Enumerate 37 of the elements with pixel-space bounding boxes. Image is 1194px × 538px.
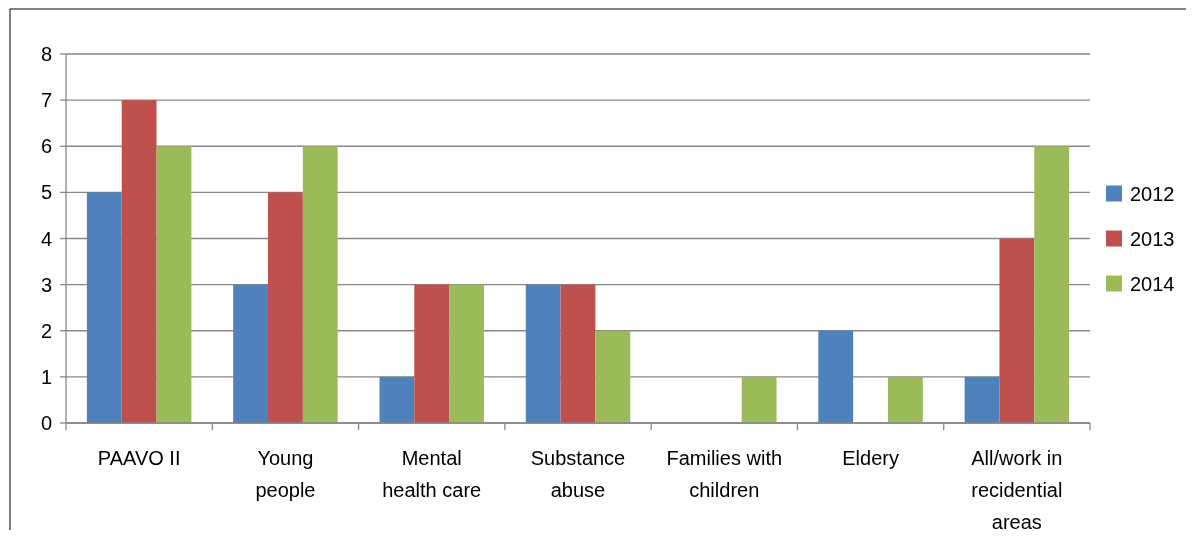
bar [525,284,561,423]
bar [156,146,192,423]
x-tick-label: Families with children [666,447,783,501]
y-tick-label: 1 [40,365,52,388]
y-tick-label: 2 [40,319,52,342]
bar [268,192,303,423]
bar [121,100,157,423]
bar [233,284,269,423]
y-tick-label: 3 [40,273,52,296]
bar [414,284,450,423]
y-tick-label: 6 [40,135,52,158]
y-tick-label: 7 [40,89,52,112]
x-tick-label: Young people [255,447,316,501]
legend-label: 2014 [1130,272,1175,295]
bar [887,376,923,423]
bar [379,376,415,423]
bar [560,284,596,423]
y-tick-label: 0 [40,412,52,434]
x-tick-label: Eldery [842,447,899,469]
y-tick-label: 5 [40,181,52,204]
bar [86,192,122,423]
bar [1034,146,1070,423]
bar [741,376,777,423]
x-tick-label: Substance abuse [530,447,626,501]
legend-label: 2013 [1130,227,1175,250]
y-tick-label: 8 [40,43,52,65]
legend-label: 2012 [1130,182,1175,205]
bar [302,146,338,423]
bar [964,376,1000,423]
bar [449,284,484,423]
x-tick-label: PAAVO II [97,447,181,469]
x-tick-label: Mental health care [382,447,482,501]
bar [999,238,1035,423]
x-tick-label: All/work in recidential areas [971,447,1063,533]
bar [595,330,631,423]
bar [818,330,854,423]
y-tick-label: 4 [40,227,52,250]
